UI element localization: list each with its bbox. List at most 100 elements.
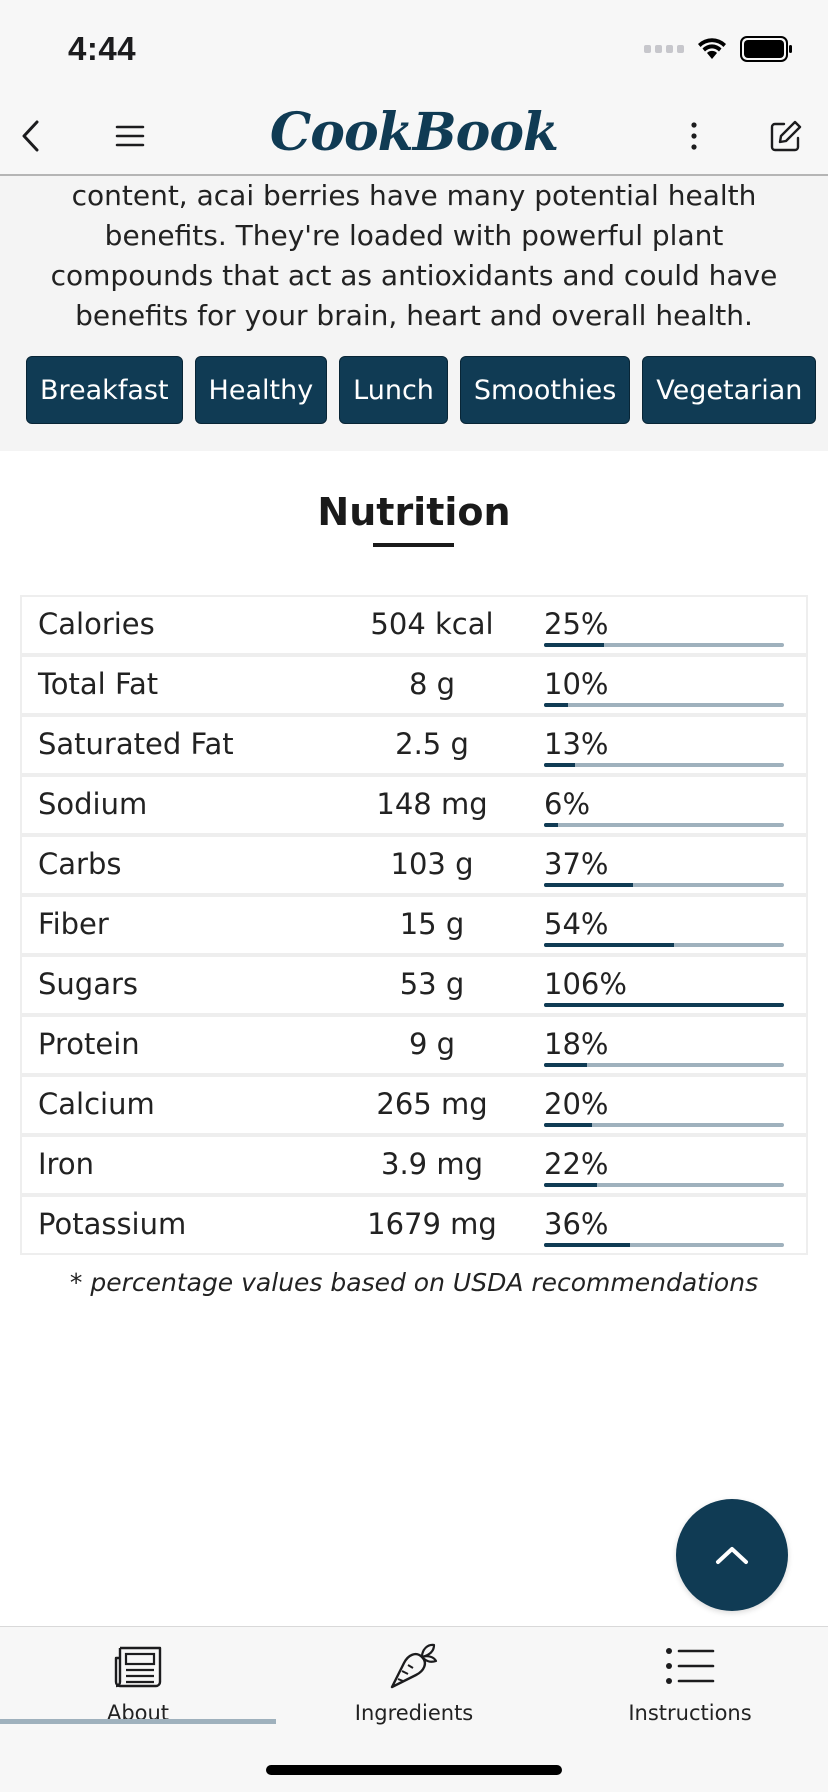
nutrient-percent: 37% (544, 847, 609, 881)
tag-healthy[interactable]: Healthy (194, 356, 328, 424)
tag-smoothies[interactable]: Smoothies (459, 356, 631, 424)
nutrient-percent: 106% (544, 967, 627, 1001)
nutrient-percent: 13% (544, 727, 609, 761)
nutrient-progress-fill (544, 643, 604, 647)
nutrient-progress-fill (544, 703, 568, 707)
nutrient-amount: 148 mg (376, 787, 488, 821)
nutrient-name: Carbs (38, 847, 122, 881)
edit-icon (770, 120, 802, 152)
status-icons (644, 36, 794, 62)
nutrition-row: Iron 3.9 mg 22% (20, 1135, 808, 1195)
nutrient-progress-bar (544, 883, 784, 887)
nutrition-row: Total Fat 8 g 10% (20, 655, 808, 715)
nutrient-progress-fill (544, 943, 674, 947)
tag-lunch[interactable]: Lunch (339, 356, 448, 424)
nutrient-progress-bar (544, 1183, 784, 1187)
nutrition-row: Sodium 148 mg 6% (20, 775, 808, 835)
tab-ingredients[interactable]: Ingredients (276, 1641, 552, 1741)
nutrient-progress-bar (544, 1063, 784, 1067)
nutrient-percent: 20% (544, 1087, 609, 1121)
nutrient-percent: 22% (544, 1147, 609, 1181)
more-options-button[interactable] (668, 110, 720, 162)
tab-about[interactable]: About (0, 1641, 276, 1741)
nutrient-amount: 265 mg (376, 1087, 488, 1121)
nutrient-percent: 10% (544, 667, 609, 701)
nutrient-amount: 504 kcal (370, 607, 494, 641)
nutrient-percent: 54% (544, 907, 609, 941)
nutrient-progress-bar (544, 703, 784, 707)
nutrient-name: Saturated Fat (38, 727, 234, 761)
nutrient-name: Calcium (38, 1087, 155, 1121)
nutrient-progress-bar (544, 1243, 784, 1247)
nutrient-name: Calories (38, 607, 155, 641)
edit-button[interactable] (760, 110, 812, 162)
tag-vegetarian[interactable]: Vegetarian (642, 356, 817, 424)
nutrient-amount: 53 g (399, 967, 465, 1001)
nutrient-amount: 8 g (408, 667, 456, 701)
nutrition-row: Saturated Fat 2.5 g 13% (20, 715, 808, 775)
nutrient-name: Total Fat (38, 667, 159, 701)
nutrient-progress-fill (544, 1003, 784, 1007)
nutrient-name: Potassium (38, 1207, 187, 1241)
nutrient-progress-fill (544, 1243, 631, 1247)
chevron-up-icon (716, 1547, 748, 1564)
nutrient-amount: 15 g (399, 907, 465, 941)
cellular-signal-icon (644, 45, 684, 53)
nutrient-progress-bar (544, 1003, 784, 1007)
nutrition-title: Nutrition (317, 490, 511, 534)
nutrient-progress-bar (544, 823, 784, 827)
status-bar: 4:44 (0, 0, 828, 96)
tag-list: Breakfast Healthy Lunch Smoothies Vegeta… (26, 356, 817, 424)
newspaper-icon (114, 1646, 162, 1688)
nutrient-amount: 2.5 g (395, 727, 469, 761)
menu-button[interactable] (104, 110, 156, 162)
hamburger-menu-icon (115, 125, 145, 147)
nutrient-amount: 1679 mg (367, 1207, 497, 1241)
nutrient-amount: 3.9 mg (381, 1147, 483, 1181)
nutrition-row: Fiber 15 g 54% (20, 895, 808, 955)
carrot-icon (390, 1643, 438, 1689)
active-tab-indicator (0, 1719, 276, 1724)
nutrient-progress-fill (544, 1183, 597, 1187)
scroll-to-top-button[interactable] (676, 1499, 788, 1611)
recipe-description: content, acai berries have many potentia… (50, 179, 778, 332)
nutrient-percent: 18% (544, 1027, 609, 1061)
home-indicator (266, 1765, 562, 1775)
nutrient-progress-fill (544, 823, 559, 827)
nutrition-row: Calories 504 kcal 25% (20, 595, 808, 655)
back-button[interactable] (4, 110, 56, 162)
nutrition-footnote: * percentage values based on USDA recomm… (69, 1268, 759, 1297)
nutrient-name: Fiber (38, 907, 109, 941)
nutrient-percent: 36% (544, 1207, 609, 1241)
recipe-description-section: content, acai berries have many potentia… (0, 176, 828, 451)
nutrient-progress-bar (544, 763, 784, 767)
tab-label: Ingredients (354, 1701, 474, 1725)
nutrient-percent: 6% (544, 787, 591, 821)
nutrition-row: Calcium 265 mg 20% (20, 1075, 808, 1135)
title-underline (373, 543, 454, 547)
nutrition-row: Protein 9 g 18% (20, 1015, 808, 1075)
nutrient-progress-fill (544, 1123, 592, 1127)
tab-bar: About Ingredients Instructions (0, 1626, 828, 1792)
chevron-left-icon (22, 120, 39, 152)
nutrient-progress-bar (544, 943, 784, 947)
tag-breakfast[interactable]: Breakfast (26, 356, 183, 424)
nutrient-amount: 103 g (390, 847, 474, 881)
list-icon (666, 1648, 715, 1684)
nutrition-row: Potassium 1679 mg 36% (20, 1195, 808, 1255)
nutrient-name: Sugars (38, 967, 138, 1001)
nutrient-progress-fill (544, 883, 633, 887)
tab-label: Instructions (628, 1701, 752, 1725)
nutrient-progress-bar (544, 643, 784, 647)
nutrition-table: Calories 504 kcal 25% Total Fat 8 g 10% Satura… (20, 595, 808, 1255)
battery-icon (740, 36, 794, 62)
nutrient-name: Iron (38, 1147, 94, 1181)
nutrient-progress-bar (544, 1123, 784, 1127)
nutrient-progress-fill (544, 763, 576, 767)
nutrient-name: Protein (38, 1027, 140, 1061)
nutrient-progress-fill (544, 1063, 588, 1067)
status-time: 4:44 (68, 30, 137, 67)
tab-instructions[interactable]: Instructions (552, 1641, 828, 1741)
nav-bar: CookBook (0, 96, 828, 176)
nutrition-row: Sugars 53 g 106% (20, 955, 808, 1015)
